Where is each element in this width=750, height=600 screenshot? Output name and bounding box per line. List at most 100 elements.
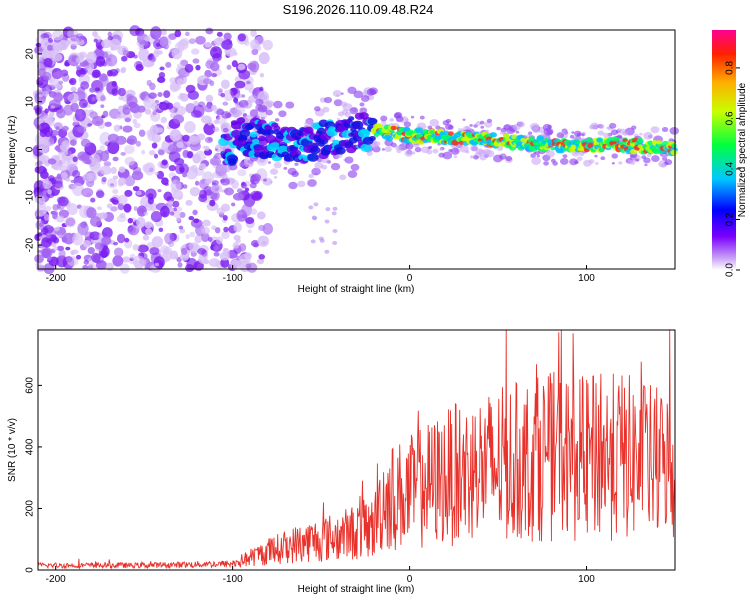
spectrogram-cell — [213, 119, 220, 125]
spectrogram-cell — [385, 135, 394, 142]
spectrogram-cell — [82, 240, 92, 248]
spectrogram-cell — [99, 145, 106, 152]
spectrogram-cell — [69, 77, 77, 86]
spectrogram-cell — [250, 29, 257, 38]
spectrogram-cell — [70, 179, 75, 183]
spectrogram-cell — [92, 69, 101, 78]
spectrogram-cell — [611, 153, 619, 159]
spectrogram-cell — [576, 156, 583, 162]
spectrogram-cell — [221, 39, 233, 50]
spectrogram-cell — [219, 251, 230, 261]
spectrogram-cell — [146, 99, 151, 103]
spectrogram-cell — [153, 256, 165, 269]
spectrogram-cell — [56, 255, 68, 268]
spectrogram-cell — [107, 31, 112, 37]
spectrogram-cell — [63, 96, 69, 102]
spectrogram-cell — [469, 123, 473, 127]
spectrogram-cell — [448, 131, 454, 136]
spectrogram-cell — [43, 205, 52, 212]
spectrogram-cell — [210, 46, 223, 59]
spectrogram-cell — [41, 237, 52, 248]
spectrogram-cell — [118, 166, 126, 173]
spectrogram-cell — [184, 63, 194, 73]
spectrogram-cell — [35, 220, 45, 230]
spectrogram-cell — [64, 62, 70, 67]
spectrogram-cell — [89, 231, 101, 241]
spectrogram-cell — [35, 124, 42, 130]
spectrogram-cell — [520, 137, 527, 143]
spectrogram-cell — [158, 72, 166, 79]
spectrogram-cell — [211, 179, 219, 186]
spectrogram-cell — [86, 51, 97, 64]
spectrogram-cell — [236, 188, 243, 194]
spectrogram-cell — [616, 134, 623, 139]
spectrogram-cell — [56, 245, 64, 251]
spectrogram-cell — [288, 181, 298, 190]
spectrogram-cell — [133, 206, 138, 211]
spectrogram-cell — [157, 76, 166, 83]
spectrogram-cell — [175, 216, 181, 222]
spectrogram-cell — [297, 180, 306, 188]
spectrogram-cell — [314, 106, 321, 112]
spectrogram-cell — [325, 207, 331, 212]
spectrogram-cell — [152, 110, 157, 116]
spectrogram-cell — [591, 125, 597, 130]
spectrogram-cell — [147, 54, 153, 61]
spectrogram-cell — [222, 101, 229, 106]
spectrogram-cell — [80, 81, 90, 90]
spectrogram-cell — [135, 63, 144, 72]
spectrogram-cell — [47, 37, 53, 43]
spectrogram-x-label: Height of straight line (km) — [298, 284, 415, 295]
spectrogram-cell — [172, 114, 185, 124]
spectrogram-cell — [151, 236, 164, 248]
spectrogram-cell — [150, 26, 162, 40]
spectrogram-cell — [250, 208, 258, 215]
spectrogram-cell — [258, 145, 266, 151]
spectrogram-cell — [639, 132, 643, 136]
x-tick-label: -200 — [46, 273, 66, 284]
spectrogram-cell — [47, 44, 53, 51]
spectrogram-cell — [260, 116, 266, 120]
spectrogram-cell — [53, 211, 58, 216]
x-tick-label: -200 — [46, 574, 66, 585]
spectrogram-cell — [141, 149, 146, 155]
spectrogram-cell — [314, 161, 324, 170]
spectrogram-cell — [470, 145, 479, 152]
spectrogram-cell — [166, 196, 175, 203]
spectrogram-cell — [61, 125, 69, 132]
spectrogram-cell — [265, 109, 273, 116]
spectrogram-cell — [33, 180, 45, 193]
spectrogram-cell — [237, 169, 247, 177]
spectrogram-cell — [211, 104, 217, 111]
spectrogram-cell — [453, 155, 458, 159]
spectrogram-cell — [123, 203, 132, 213]
spectrogram-cell — [212, 48, 218, 52]
spectrogram-cell — [243, 39, 250, 46]
spectrogram-cell — [411, 151, 416, 155]
spectrogram-cell — [251, 173, 262, 182]
spectrogram-cell — [204, 145, 210, 151]
spectrogram-cell — [101, 39, 112, 49]
spectrogram-cell — [96, 44, 102, 49]
spectrogram-cell — [396, 149, 402, 154]
spectrogram-cell — [469, 155, 475, 159]
spectrogram-cell — [310, 239, 316, 244]
spectrogram-cell — [529, 122, 540, 131]
x-tick-label: 100 — [578, 273, 595, 284]
spectrogram-cell — [496, 126, 501, 131]
spectrogram-cell — [344, 156, 354, 164]
spectrogram-cell — [603, 132, 610, 139]
spectrogram-cell — [139, 92, 147, 100]
x-tick-label: -100 — [223, 273, 243, 284]
spectrogram-cell — [207, 236, 213, 242]
spectrogram-cell — [203, 104, 215, 113]
spectrogram-cell — [122, 256, 131, 263]
spectrogram-cell — [116, 113, 122, 120]
y-tick-label: -10 — [25, 190, 36, 205]
spectrogram-cell — [232, 241, 240, 249]
spectrogram-cell — [270, 168, 279, 175]
spectrogram-cell — [536, 154, 540, 158]
spectrogram-cell — [87, 264, 94, 270]
spectrogram-cell — [58, 249, 66, 259]
spectrogram-cell — [259, 158, 266, 163]
